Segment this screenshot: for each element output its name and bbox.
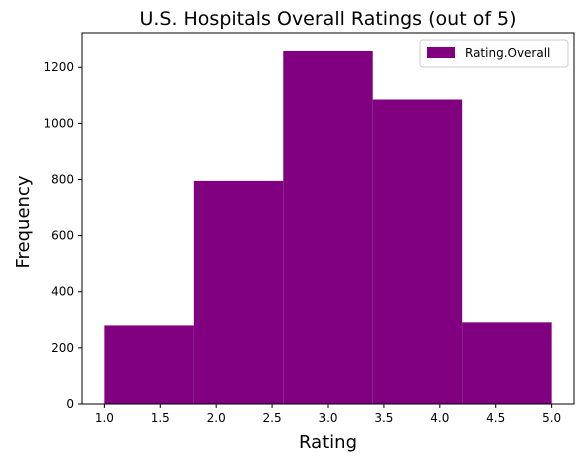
- legend-label: Rating.Overall: [465, 46, 550, 60]
- y-tick-label: 800: [51, 172, 74, 186]
- x-tick-label: 4.5: [486, 411, 505, 425]
- bars-group: [104, 50, 552, 405]
- y-tick-label: 600: [51, 229, 74, 243]
- legend-swatch: [427, 47, 455, 58]
- x-axis-label: Rating: [299, 432, 357, 453]
- x-tick-label: 2.0: [207, 411, 226, 425]
- x-tick-label: 3.0: [318, 411, 337, 425]
- legend-box: [419, 39, 569, 68]
- x-tick-label: 5.0: [542, 411, 561, 425]
- x-tick-label: 1.5: [151, 411, 170, 425]
- histogram-bar: [372, 99, 463, 404]
- y-tick-label: 0: [66, 397, 74, 411]
- x-tick-label: 2.5: [263, 411, 282, 425]
- chart-title: U.S. Hospitals Overall Ratings (out of 5…: [139, 8, 516, 30]
- y-tick-label: 1200: [43, 60, 74, 74]
- y-tick-label: 200: [51, 341, 74, 355]
- histogram-bar: [104, 325, 194, 404]
- x-axis-ticks: 1.0 1.5 2.0 2.5 3.0 3.5 4.0 4.5 5.0: [95, 404, 561, 425]
- histogram-bar: [283, 50, 373, 405]
- x-tick-label: 1.0: [95, 411, 114, 425]
- y-tick-label: 1000: [43, 116, 74, 130]
- x-tick-label: 4.0: [430, 411, 449, 425]
- y-axis-ticks: 0 200 400 600 800 1000 1200: [43, 60, 82, 411]
- y-tick-label: 400: [51, 285, 74, 299]
- legend: Rating.Overall: [419, 39, 569, 68]
- y-axis-label: Frequency: [13, 175, 34, 268]
- histogram-bar: [193, 180, 284, 404]
- histogram-bar: [462, 322, 552, 404]
- x-tick-label: 3.5: [374, 411, 393, 425]
